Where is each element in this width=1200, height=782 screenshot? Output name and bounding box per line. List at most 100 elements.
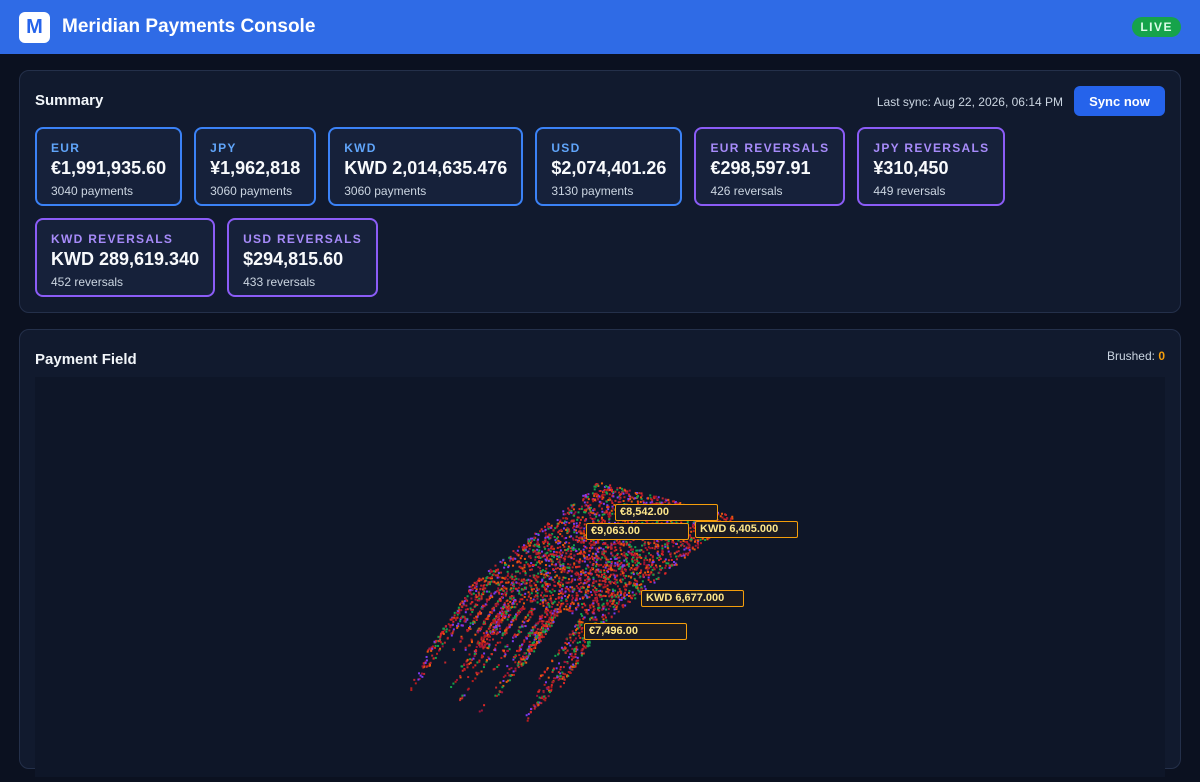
point bbox=[578, 565, 581, 568]
point bbox=[473, 581, 476, 584]
point bbox=[504, 606, 507, 609]
point bbox=[547, 689, 550, 692]
point bbox=[561, 647, 564, 650]
point bbox=[649, 565, 652, 568]
point bbox=[454, 619, 457, 622]
point bbox=[539, 674, 542, 677]
point bbox=[693, 527, 696, 530]
point bbox=[632, 554, 635, 557]
summary-card: USD $2,074,401.26 3130 payments bbox=[535, 127, 683, 206]
point bbox=[579, 578, 582, 581]
point bbox=[581, 621, 584, 624]
point bbox=[575, 531, 578, 534]
point bbox=[502, 684, 505, 687]
point bbox=[547, 609, 550, 612]
point bbox=[625, 593, 628, 596]
point bbox=[539, 562, 542, 565]
point bbox=[724, 513, 727, 516]
point bbox=[557, 583, 560, 586]
point bbox=[512, 583, 515, 586]
point bbox=[535, 579, 538, 582]
point bbox=[565, 549, 568, 552]
point bbox=[683, 556, 686, 559]
point bbox=[657, 502, 660, 505]
point bbox=[658, 555, 661, 558]
point bbox=[681, 542, 684, 545]
point bbox=[677, 546, 680, 549]
point bbox=[581, 614, 584, 617]
point bbox=[588, 508, 591, 511]
point bbox=[565, 675, 568, 678]
point bbox=[580, 621, 583, 624]
point bbox=[511, 598, 514, 601]
point bbox=[485, 598, 488, 601]
point bbox=[530, 562, 533, 565]
point bbox=[607, 498, 610, 501]
point bbox=[596, 558, 599, 561]
point bbox=[546, 612, 549, 615]
point bbox=[508, 668, 511, 671]
point bbox=[626, 557, 629, 560]
point bbox=[480, 642, 483, 645]
point bbox=[520, 578, 523, 581]
point bbox=[487, 583, 490, 586]
point bbox=[528, 611, 531, 614]
point bbox=[551, 533, 554, 536]
point bbox=[580, 573, 583, 576]
point bbox=[565, 637, 568, 640]
point bbox=[534, 558, 537, 561]
sync-button[interactable]: Sync now bbox=[1074, 86, 1165, 116]
point bbox=[423, 664, 426, 667]
point bbox=[480, 596, 483, 599]
point bbox=[532, 647, 535, 650]
point bbox=[502, 612, 505, 615]
point bbox=[557, 678, 560, 681]
point bbox=[554, 584, 557, 587]
point bbox=[461, 624, 464, 627]
point bbox=[689, 527, 692, 530]
point bbox=[594, 570, 597, 573]
point bbox=[608, 493, 611, 496]
point bbox=[571, 612, 574, 615]
point bbox=[508, 623, 511, 626]
point bbox=[494, 648, 497, 651]
point bbox=[521, 607, 524, 610]
point bbox=[557, 593, 560, 596]
point bbox=[526, 657, 529, 660]
point bbox=[515, 613, 518, 616]
point bbox=[608, 588, 611, 591]
point bbox=[477, 613, 480, 616]
point bbox=[611, 502, 614, 505]
point bbox=[664, 498, 667, 501]
point bbox=[552, 568, 555, 571]
point bbox=[527, 654, 530, 657]
point bbox=[624, 588, 627, 591]
point bbox=[543, 598, 546, 601]
point bbox=[605, 602, 608, 605]
point bbox=[464, 611, 467, 614]
point bbox=[618, 491, 621, 494]
point bbox=[533, 549, 536, 552]
point bbox=[482, 588, 485, 591]
point bbox=[546, 544, 549, 547]
point bbox=[608, 581, 611, 584]
point bbox=[518, 592, 521, 595]
point bbox=[563, 522, 566, 525]
point bbox=[582, 541, 585, 544]
point bbox=[558, 576, 561, 579]
point bbox=[530, 579, 533, 582]
point bbox=[466, 618, 469, 621]
point bbox=[669, 555, 672, 558]
point bbox=[592, 585, 595, 588]
point bbox=[547, 623, 550, 626]
point bbox=[592, 580, 595, 583]
point bbox=[606, 570, 609, 573]
point bbox=[546, 523, 549, 526]
point bbox=[514, 635, 517, 638]
plot-area[interactable]: €8,542.00 €9,063.00 KWD 6,405.000 KWD 6,… bbox=[35, 377, 1165, 777]
point bbox=[572, 537, 575, 540]
point bbox=[625, 585, 628, 588]
point bbox=[504, 652, 507, 655]
point bbox=[589, 503, 592, 506]
